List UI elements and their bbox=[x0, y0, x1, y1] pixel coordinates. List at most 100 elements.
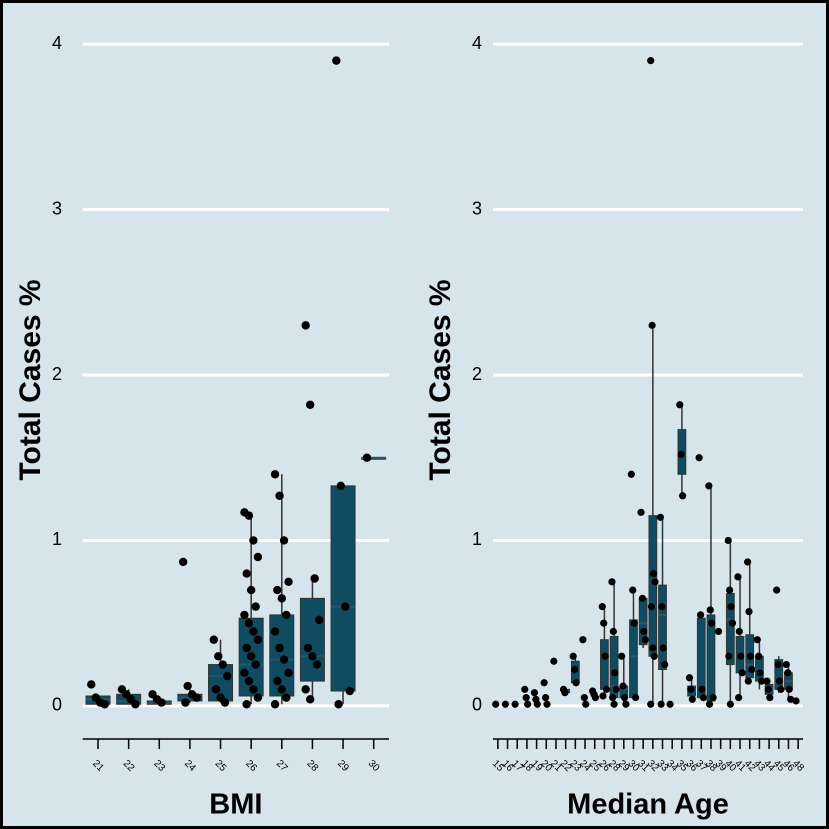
point bbox=[792, 697, 800, 705]
point bbox=[246, 585, 256, 595]
point bbox=[734, 573, 742, 581]
point bbox=[709, 694, 717, 702]
point bbox=[270, 470, 280, 479]
point bbox=[649, 569, 658, 578]
point bbox=[580, 694, 588, 702]
point bbox=[641, 636, 649, 644]
point bbox=[334, 700, 343, 709]
point bbox=[630, 619, 638, 627]
point bbox=[679, 492, 687, 500]
point bbox=[279, 536, 289, 545]
point bbox=[685, 674, 694, 682]
box bbox=[658, 584, 667, 671]
point bbox=[638, 594, 647, 602]
point bbox=[591, 694, 600, 702]
point bbox=[244, 676, 254, 686]
point bbox=[569, 652, 577, 660]
point bbox=[611, 669, 619, 677]
point bbox=[131, 700, 140, 709]
point bbox=[178, 557, 188, 567]
y-tick-label: 2 bbox=[472, 364, 482, 384]
point bbox=[727, 603, 735, 611]
point bbox=[706, 606, 714, 614]
point bbox=[218, 660, 227, 669]
point bbox=[303, 643, 313, 653]
point bbox=[582, 700, 590, 708]
point bbox=[308, 652, 317, 661]
y-tick-label: 3 bbox=[52, 198, 62, 218]
point bbox=[600, 619, 608, 627]
point bbox=[619, 682, 627, 690]
y-tick-label: 4 bbox=[472, 33, 482, 53]
point bbox=[687, 685, 695, 693]
y-axis-title: Total Cases % bbox=[424, 279, 457, 480]
point bbox=[785, 685, 793, 693]
point bbox=[522, 694, 530, 702]
point bbox=[246, 652, 256, 661]
point bbox=[651, 578, 659, 586]
point bbox=[282, 693, 291, 702]
point bbox=[737, 652, 745, 660]
point bbox=[284, 577, 293, 587]
point bbox=[282, 610, 291, 620]
point bbox=[728, 619, 737, 627]
point bbox=[242, 643, 251, 653]
point bbox=[696, 611, 705, 619]
point bbox=[648, 321, 656, 329]
point bbox=[240, 610, 249, 620]
point bbox=[244, 618, 254, 628]
point bbox=[666, 700, 674, 708]
point bbox=[629, 586, 637, 594]
point bbox=[764, 685, 772, 693]
point bbox=[658, 603, 666, 611]
point bbox=[748, 665, 756, 674]
point bbox=[766, 694, 774, 702]
point bbox=[275, 643, 284, 653]
point bbox=[622, 700, 630, 708]
point bbox=[609, 627, 617, 636]
box bbox=[330, 485, 356, 692]
point bbox=[275, 491, 284, 500]
point bbox=[773, 586, 781, 594]
point bbox=[571, 665, 579, 674]
point bbox=[647, 603, 656, 611]
point bbox=[192, 693, 201, 702]
point bbox=[598, 603, 606, 611]
point bbox=[524, 700, 532, 708]
point bbox=[511, 700, 519, 708]
point bbox=[698, 685, 706, 693]
point bbox=[637, 508, 645, 516]
point bbox=[677, 450, 685, 459]
point bbox=[270, 700, 280, 709]
point bbox=[695, 454, 703, 462]
point bbox=[777, 685, 785, 693]
point bbox=[251, 602, 260, 611]
point bbox=[659, 644, 667, 652]
point bbox=[312, 660, 322, 669]
point bbox=[620, 694, 629, 702]
y-tick-label: 0 bbox=[472, 695, 482, 715]
point bbox=[181, 698, 190, 707]
point bbox=[699, 694, 708, 702]
point bbox=[530, 689, 539, 697]
point bbox=[599, 692, 607, 700]
point bbox=[244, 511, 254, 520]
y-tick-label: 4 bbox=[52, 33, 62, 53]
point bbox=[726, 700, 734, 708]
point bbox=[240, 668, 249, 678]
point bbox=[656, 513, 665, 521]
point bbox=[249, 627, 258, 636]
point bbox=[738, 669, 746, 677]
point bbox=[650, 652, 658, 660]
point bbox=[632, 694, 640, 702]
box bbox=[706, 614, 716, 702]
point bbox=[100, 700, 109, 709]
point bbox=[336, 481, 346, 491]
point bbox=[647, 57, 655, 65]
point bbox=[211, 685, 221, 694]
point bbox=[755, 652, 763, 660]
x-axis-title: BMI bbox=[209, 789, 262, 821]
point bbox=[362, 453, 372, 462]
point bbox=[242, 569, 251, 578]
